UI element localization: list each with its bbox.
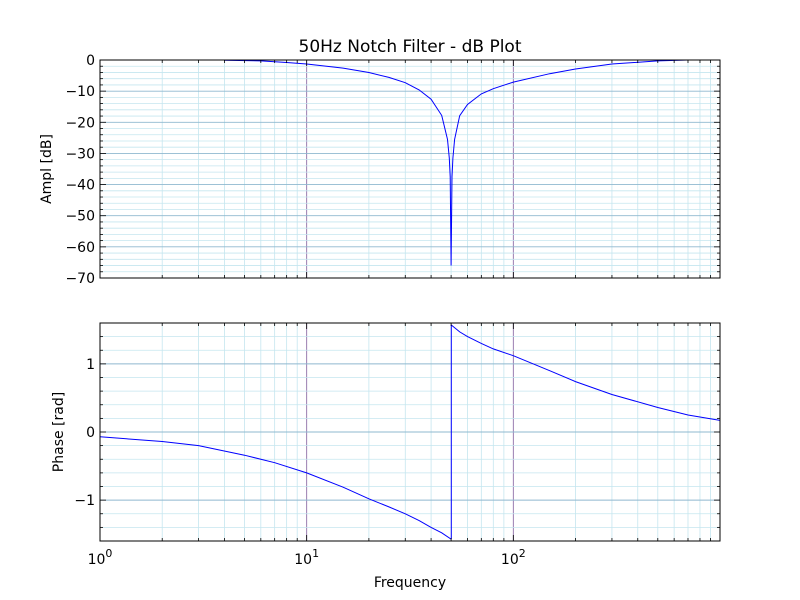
amplitude-y-axis-label: Ampl [dB]	[39, 134, 55, 204]
y-tick-label: 0	[86, 53, 95, 69]
series-line	[224, 59, 689, 266]
y-tick-label: −40	[65, 178, 95, 194]
chart-title: 50Hz Notch Filter - dB Plot	[299, 37, 522, 57]
amplitude-y-tick-labels: 0 −10 −20 −30 −40 −50 −60 −70	[65, 53, 95, 287]
phase-line-group	[99, 324, 721, 540]
series-line	[99, 436, 452, 540]
y-tick-label: 0	[86, 425, 95, 441]
series-line	[450, 324, 721, 421]
y-tick-label: −1	[74, 493, 95, 509]
amplitude-line-group	[224, 59, 689, 266]
y-tick-label: −60	[65, 240, 95, 256]
phase-panel: 1 0 −1 100 101 102 Phase [rad] Frequency	[51, 322, 721, 591]
y-tick-label: −50	[65, 209, 95, 225]
y-tick-label: −20	[65, 115, 95, 131]
amplitude-axes-frame	[99, 59, 721, 279]
phase-x-tick-labels: 100 101 102	[88, 547, 526, 568]
y-tick-label: 1	[86, 357, 95, 373]
amplitude-ticks	[99, 59, 720, 279]
x-tick-label: 100	[88, 547, 113, 568]
phase-y-axis-label: Phase [rad]	[51, 392, 67, 472]
phase-y-tick-labels: 1 0 −1	[74, 357, 95, 509]
amplitude-grid	[100, 60, 720, 278]
x-tick-label: 101	[294, 547, 319, 568]
y-tick-label: −30	[65, 146, 95, 162]
y-tick-label: −70	[65, 271, 95, 287]
x-tick-label: 102	[501, 547, 526, 568]
y-tick-label: −10	[65, 84, 95, 100]
x-axis-label: Frequency	[374, 575, 446, 591]
amplitude-panel: 50Hz Notch Filter - dB Plot 0 −10 −20 −30 −4…	[39, 37, 721, 287]
phase-grid	[100, 322, 720, 542]
phase-ticks	[99, 322, 720, 542]
